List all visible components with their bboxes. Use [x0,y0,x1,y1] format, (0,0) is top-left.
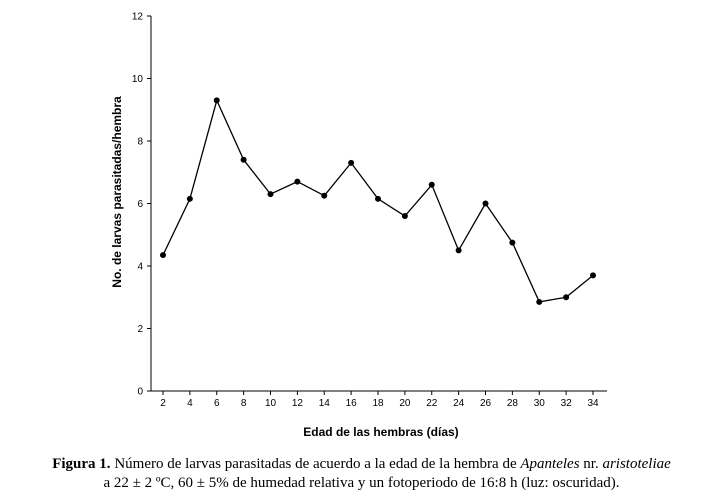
data-point [160,252,166,259]
y-axis: 0 2 4 6 8 10 12 [132,12,152,398]
x-tick-label: 34 [587,398,599,409]
x-tick-label: 6 [214,398,220,409]
data-point [455,247,462,254]
x-tick-label: 24 [453,398,465,409]
data-point [348,159,355,166]
y-tick-label: 4 [137,262,143,273]
x-tick-label: 12 [292,398,304,409]
x-tick-label: 10 [265,398,277,409]
x-axis: 2 4 6 8 10 12 14 16 18 20 22 24 26 28 30 32 34 [151,390,607,409]
y-tick-label: 12 [132,12,144,23]
x-tick-label: 14 [319,398,331,409]
data-point [401,213,408,219]
data-point [482,200,489,207]
data-point [375,195,381,202]
caption-text-1: Número de larvas parasitadas de acuerdo … [110,456,521,472]
figure-caption: Figura 1. Número de larvas parasitadas d… [0,455,723,493]
x-tick-label: 26 [480,398,492,409]
data-point [267,191,274,198]
caption-species-epithet: aristoteliae [602,456,671,472]
caption-line-1: Figura 1. Número de larvas parasitadas d… [0,455,723,474]
x-tick-label: 2 [160,398,166,409]
x-tick-label: 4 [187,398,193,409]
data-point [240,156,247,163]
x-tick-label: 32 [561,398,573,409]
y-axis-label: No. de larvas parasitadas/hembra [110,96,124,288]
x-tick-label: 16 [346,398,358,409]
x-tick-label: 18 [372,398,384,409]
data-point [536,298,543,305]
caption-text-2: nr. [579,456,603,472]
data-point [213,97,220,104]
y-tick-label: 6 [137,199,143,210]
y-tick-label: 0 [137,387,143,398]
data-point [294,178,301,185]
x-tick-label: 8 [241,398,247,409]
data-point [590,272,596,279]
x-tick-label: 22 [426,398,438,409]
data-point [186,195,193,202]
caption-label: Figura 1. [52,456,111,472]
caption-species-genus: Apanteles [520,456,580,472]
caption-line-2: a 22 ± 2 ºC, 60 ± 5% de humedad relativa… [103,475,620,491]
y-tick-label: 8 [137,137,143,148]
data-point [563,294,570,301]
x-tick-label: 20 [399,398,411,409]
plot-area [160,97,596,305]
data-point [428,181,435,188]
x-tick-label: 28 [507,398,519,409]
data-point [321,192,328,199]
x-axis-label: Edad de las hembras (días) [303,425,458,439]
y-tick-label: 2 [137,324,143,335]
x-tick-label: 30 [534,398,546,409]
data-point [509,239,516,246]
y-tick-label: 10 [132,74,144,85]
